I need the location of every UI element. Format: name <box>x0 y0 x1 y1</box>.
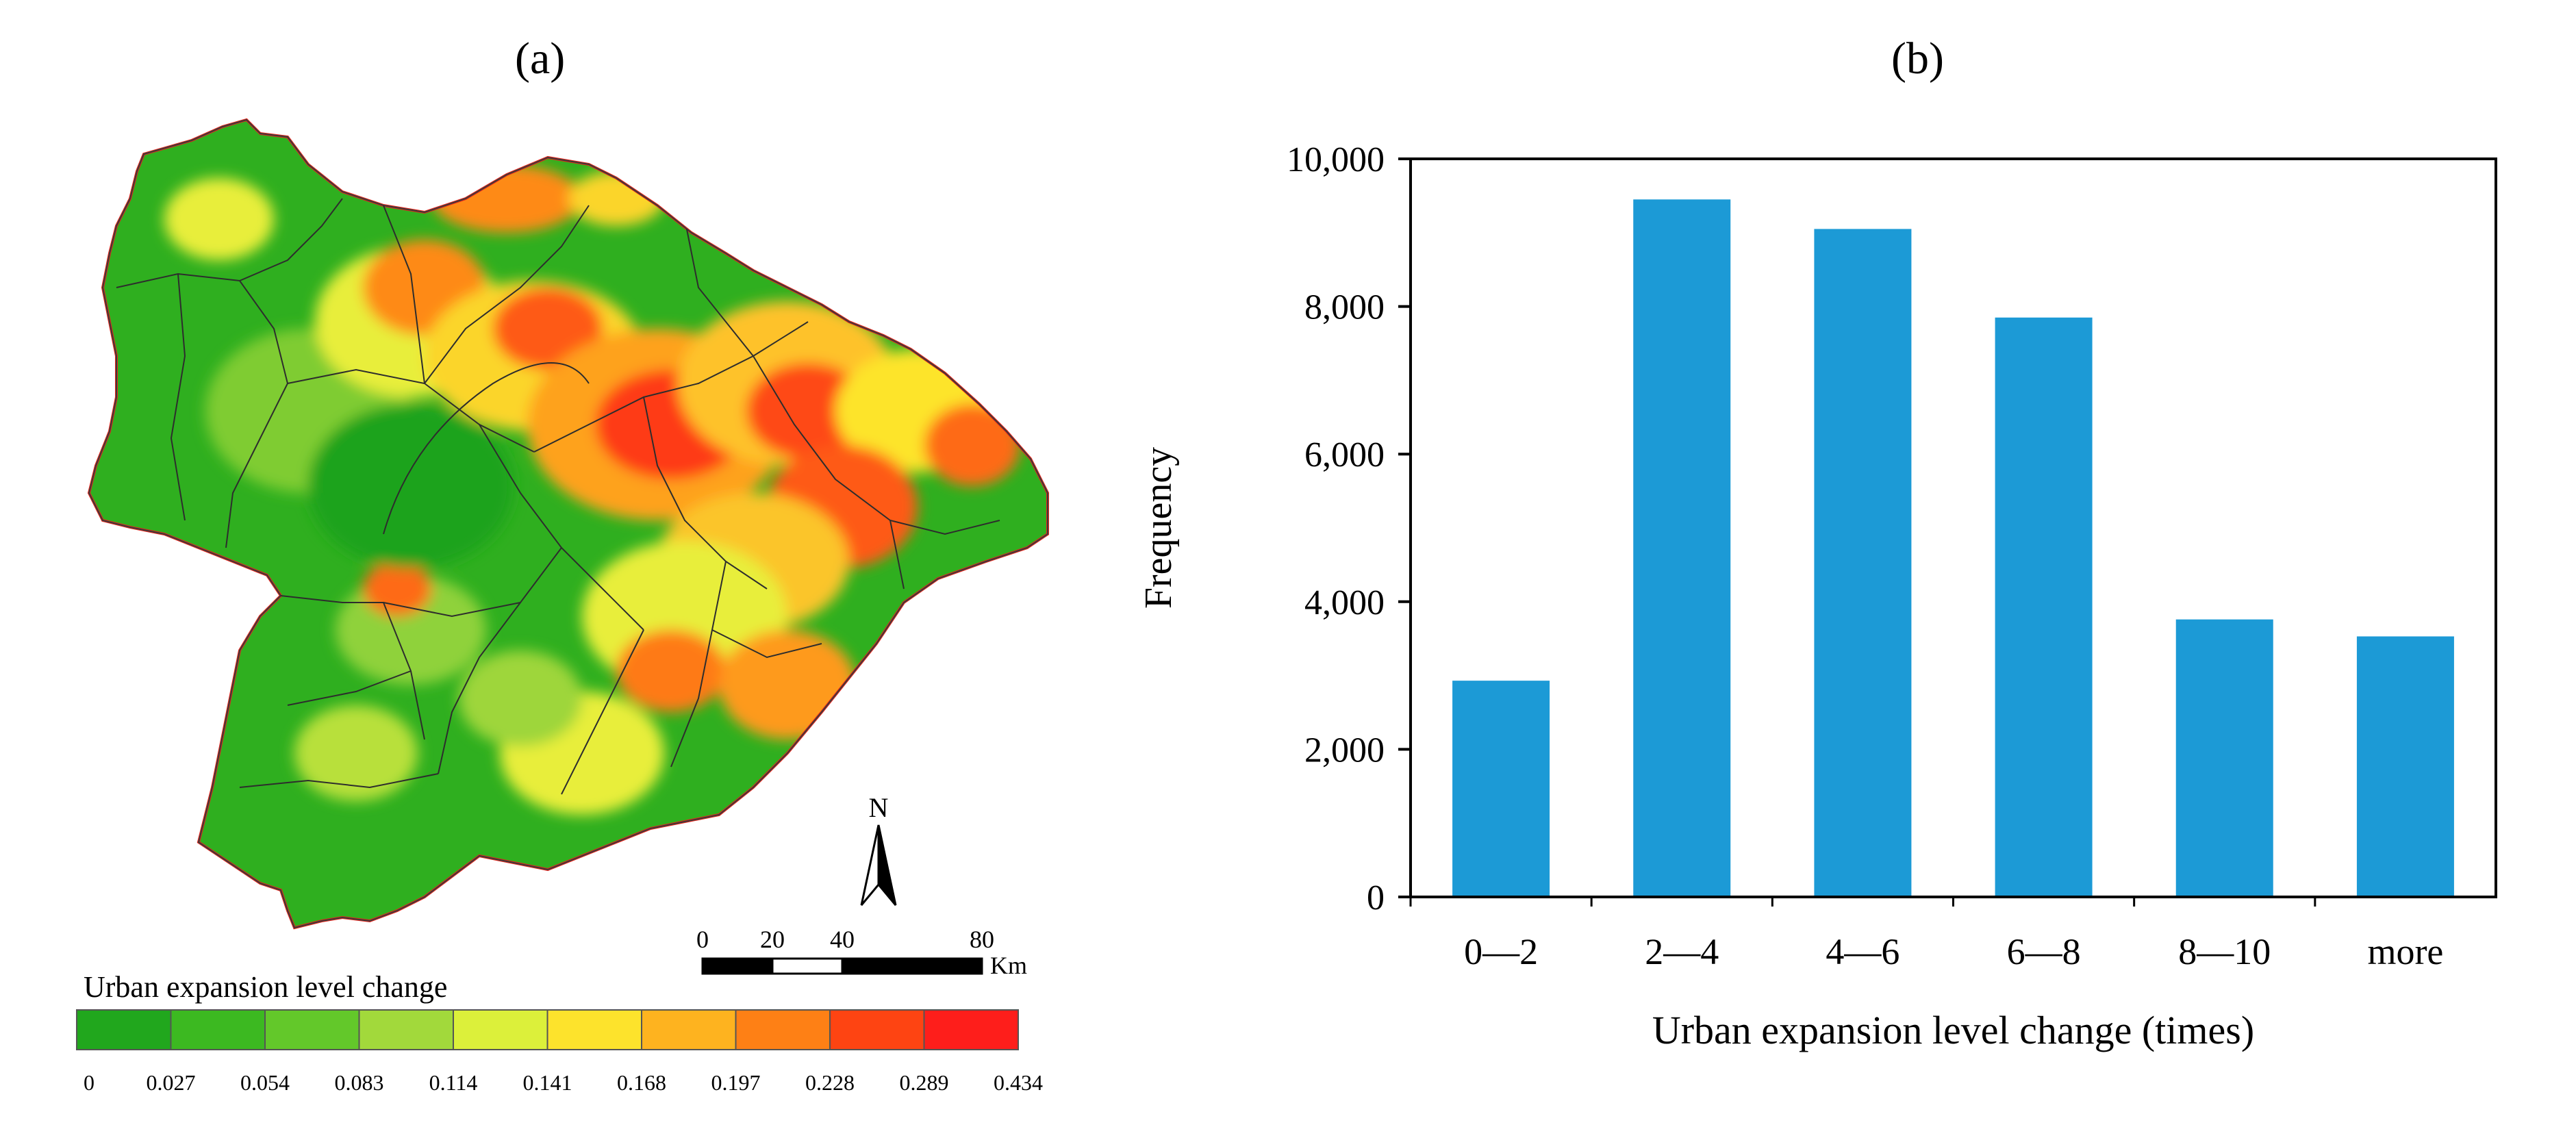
x-tick-label: 2—4 <box>1645 931 1719 972</box>
y-tick-label: 6,000 <box>1304 435 1385 474</box>
x-tick-label: 6—8 <box>2007 931 2081 972</box>
scale-segment-1 <box>701 957 774 975</box>
bar-chart: 0 2,000 4,000 6,000 8,000 10,000 0—2 2—4 4—6 6—8… <box>1137 140 2497 1052</box>
map-panel: N 0 20 40 80 Km Urban expansion level ch… <box>76 118 1049 1095</box>
legend-color-box <box>76 1009 172 1050</box>
legend-color-box <box>641 1009 737 1050</box>
scale-segment-3 <box>841 957 983 975</box>
scale-segment-2 <box>771 957 844 975</box>
legend-tick-label: 0.083 <box>335 1070 384 1095</box>
legend-color-box <box>546 1009 642 1050</box>
x-tick-label: more <box>2367 931 2443 972</box>
north-label: N <box>869 792 889 823</box>
y-tick-label: 0 <box>1367 878 1385 917</box>
y-tick-label: 10,000 <box>1287 140 1385 179</box>
legend-color-box <box>358 1009 454 1050</box>
x-tick-label: 4—6 <box>1826 931 1899 972</box>
panel-a-label: (a) <box>515 34 566 84</box>
legend-tick-labels: 0 0.027 0.054 0.083 0.114 0.141 0.168 0.197 0.22… <box>84 1070 1043 1095</box>
scale-tick-0: 0 <box>696 926 709 953</box>
district-boundaries <box>116 198 1000 795</box>
legend-tick-label: 0 <box>84 1070 94 1095</box>
bar <box>1633 199 1731 897</box>
scale-tick-20: 20 <box>760 926 785 953</box>
y-tick-label: 8,000 <box>1304 288 1385 327</box>
bars <box>1452 199 2454 897</box>
x-axis-tick-labels: 0—2 2—4 4—6 6—8 8—10 more <box>1409 897 2443 972</box>
y-axis-ticks: 0 2,000 4,000 6,000 8,000 10,000 <box>1287 140 1411 917</box>
legend-tick-label: 0.141 <box>523 1070 572 1095</box>
legend-tick-label: 0.027 <box>147 1070 196 1095</box>
legend-color-box <box>170 1009 266 1050</box>
bar <box>1814 229 1912 897</box>
legend-color-box <box>264 1009 360 1050</box>
scale-unit: Km <box>990 952 1027 979</box>
north-arrow-right-half <box>877 824 897 906</box>
legend-tick-label: 0.434 <box>994 1070 1043 1095</box>
x-tick-label: 0—2 <box>1464 931 1538 972</box>
y-axis-label: Frequency <box>1137 447 1180 609</box>
legend-tick-label: 0.114 <box>429 1070 478 1095</box>
bar <box>2356 636 2454 897</box>
legend-color-box <box>453 1009 548 1050</box>
legend-tick-label: 0.197 <box>711 1070 761 1095</box>
legend-tick-label: 0.054 <box>240 1070 290 1095</box>
north-arrow: N <box>860 792 897 906</box>
y-tick-label: 4,000 <box>1304 583 1385 622</box>
legend-color-boxes <box>76 1009 1019 1050</box>
x-axis-label: Urban expansion level change (times) <box>1652 1008 2254 1052</box>
bar <box>1452 681 1550 897</box>
legend-color-box <box>735 1009 831 1050</box>
x-tick-label: 8—10 <box>2178 931 2271 972</box>
north-arrow-left-half <box>860 824 880 906</box>
plot-frame <box>1409 157 2497 898</box>
scale-bar: 0 20 40 80 Km <box>696 926 1027 979</box>
scale-tick-40: 40 <box>830 926 855 953</box>
legend-tick-label: 0.289 <box>900 1070 949 1095</box>
panel-b-label: (b) <box>1891 34 1944 84</box>
map-raster <box>89 120 1048 928</box>
legend-color-box <box>829 1009 925 1050</box>
legend: Urban expansion level change 0 0.027 0.054… <box>76 970 1043 1095</box>
bar <box>2175 619 2273 897</box>
y-tick-label: 2,000 <box>1304 731 1385 770</box>
legend-color-box <box>923 1009 1019 1050</box>
legend-tick-label: 0.168 <box>617 1070 666 1095</box>
bar <box>1995 317 2093 897</box>
legend-title: Urban expansion level change <box>84 970 447 1004</box>
scale-tick-80: 80 <box>970 926 994 953</box>
legend-tick-label: 0.228 <box>805 1070 855 1095</box>
